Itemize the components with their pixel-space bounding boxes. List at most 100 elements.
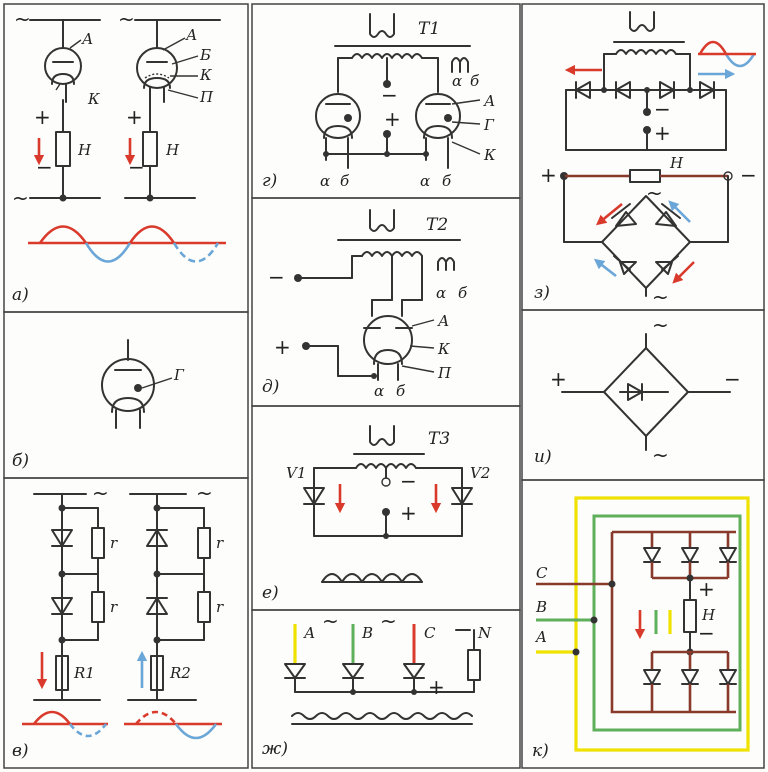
transformer: [613, 11, 685, 55]
load-label: Н: [77, 141, 92, 159]
current-arrow: [672, 261, 695, 284]
minus-sign: −: [740, 163, 757, 187]
diode: [681, 547, 699, 563]
panel-e: Т3 − V1 V2 + е): [262, 425, 490, 603]
panel-v-frame: [3, 477, 249, 769]
t1-label: Т1: [418, 19, 440, 39]
vacuum-tube-right: [415, 93, 461, 139]
beta-label: б: [470, 72, 480, 90]
panel-b-frame: [3, 311, 249, 479]
diode-v2: [451, 487, 473, 505]
beta-label: б: [340, 172, 350, 190]
vacuum-diode-tube: [44, 47, 82, 85]
panel-d: Т2 α б − + А К П α б: [262, 209, 468, 400]
diode: [146, 597, 168, 615]
cathode-label: К: [483, 146, 496, 164]
anode-label: А: [483, 92, 495, 110]
diode: [575, 81, 591, 99]
resistor: [91, 527, 105, 559]
v1-label: V1: [286, 464, 306, 482]
t2-label: Т2: [426, 215, 448, 235]
diode: [146, 529, 168, 547]
panel-zh-frame: [251, 609, 521, 769]
bridge-rectifier-symbol: [603, 347, 689, 437]
load-label: Н: [165, 141, 180, 159]
ac-symbol: ~: [652, 443, 669, 467]
panel-k-frame: [521, 479, 765, 769]
diode: [615, 81, 631, 99]
anode-label: А: [437, 312, 449, 330]
beta-label: б: [396, 382, 406, 400]
minus-sign: −: [268, 265, 285, 289]
plus-sign: +: [274, 335, 291, 359]
cathode-label: К: [437, 340, 450, 358]
waveform: [28, 225, 226, 263]
minus-sign: −: [381, 83, 398, 107]
alpha-label: α: [452, 72, 462, 90]
panel-label: и): [534, 447, 552, 467]
load-label: Н: [669, 154, 684, 172]
vacuum-tube: [101, 358, 155, 413]
plus-sign: +: [400, 501, 417, 525]
phase-a-label: А: [303, 624, 315, 642]
ac-symbol: ~: [652, 285, 669, 309]
panel-a: ~ А К Н + − ~ ~ А: [12, 7, 226, 305]
diode: [51, 529, 73, 547]
waveform-positive: [698, 40, 728, 55]
resistor-label: r: [110, 598, 118, 616]
heater-label: П: [199, 88, 214, 106]
panel-label: б): [12, 451, 29, 471]
resistor: [197, 527, 211, 559]
panel-label: в): [12, 741, 29, 761]
diode: [613, 255, 637, 275]
panel-b: Г б): [12, 339, 185, 471]
load-resistor: [142, 131, 158, 167]
panel-label: ж): [262, 739, 288, 759]
inductor-coil: [321, 573, 423, 583]
plus-sign: +: [550, 367, 567, 391]
diode: [643, 547, 661, 563]
diode: [611, 203, 637, 227]
beta-label: б: [442, 172, 452, 190]
v2-label: V2: [470, 464, 490, 482]
dual-anode-tube: [363, 315, 413, 365]
resistor-label: r: [110, 534, 118, 552]
resistor: [91, 591, 105, 623]
diode: [643, 669, 661, 685]
ac-symbol: ~: [12, 186, 29, 210]
alpha-label: α: [420, 172, 430, 190]
heater-winding-symbol: [437, 257, 455, 271]
waveform-ripple: [291, 712, 473, 720]
panel-label: а): [12, 285, 29, 305]
current-arrow: [595, 202, 623, 226]
ac-symbol: ~: [652, 313, 669, 337]
r2-label: R2: [169, 664, 191, 682]
diode: [342, 663, 364, 679]
panel-i: ~ + − ~ и): [534, 313, 741, 467]
alpha-label: α: [374, 382, 384, 400]
minus-sign: −: [724, 367, 741, 391]
ac-symbol: ~: [14, 7, 31, 31]
panel-g: Т1 − α б + А: [262, 13, 496, 191]
vacuum-tube-left: [315, 93, 361, 139]
panel-label: е): [262, 583, 279, 603]
diode-v1: [303, 487, 325, 505]
resistor: [197, 591, 211, 623]
phase-a-wire-loop: [574, 496, 750, 752]
current-arrow: [668, 200, 691, 223]
diode: [659, 81, 675, 99]
heater-winding-symbol: [451, 57, 469, 73]
diode: [681, 669, 699, 685]
anode-label: А: [81, 30, 93, 48]
diode: [403, 663, 425, 679]
panel-label: к): [532, 741, 549, 761]
plus-sign: +: [428, 675, 445, 699]
load-label: Н: [701, 606, 716, 624]
electrode-b-label: Б: [199, 46, 211, 64]
resistor-label: r: [216, 534, 224, 552]
panel-label: з): [534, 283, 550, 303]
minus-sign: −: [400, 469, 417, 493]
panel-z: − + + Н − ~ ~ з): [534, 11, 757, 309]
plus-sign: +: [126, 105, 143, 129]
